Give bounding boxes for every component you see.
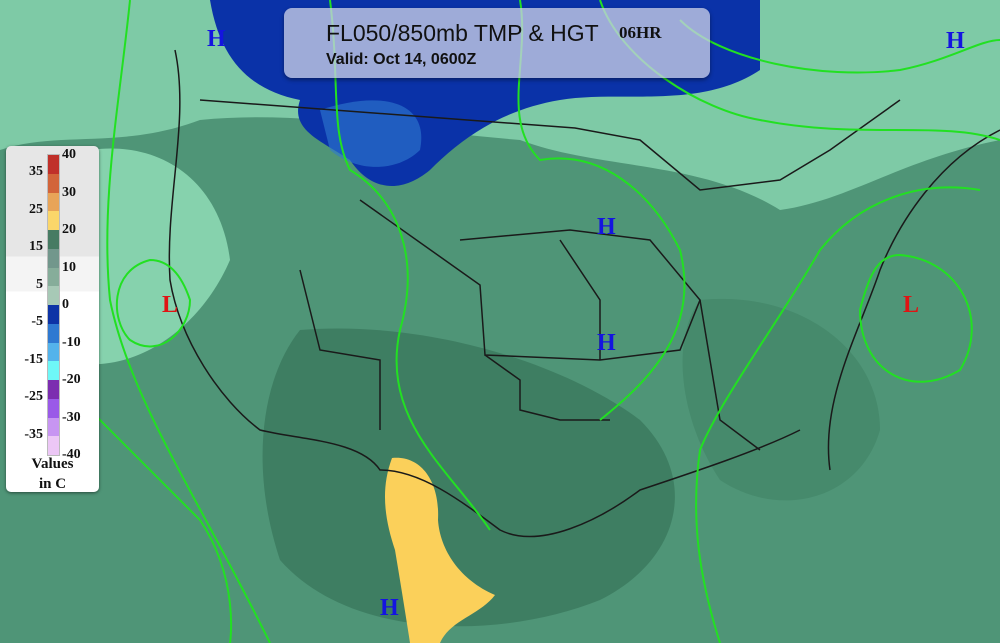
legend-swatch [48, 342, 59, 362]
legend-tick-label: 0 [62, 297, 69, 312]
legend-tick-label: 5 [36, 276, 43, 292]
legend-swatch [48, 323, 59, 343]
legend-tick-label: -15 [24, 351, 43, 367]
legend-tick-label: -5 [31, 314, 43, 329]
hot-region [384, 457, 495, 643]
legend-tick-label: 10 [62, 259, 76, 275]
warm-region [262, 328, 675, 627]
legend-swatch [48, 192, 59, 212]
legend-swatch [48, 305, 59, 324]
legend-swatch [48, 436, 59, 455]
legend-swatch [48, 417, 59, 437]
legend-tick-label: 20 [62, 222, 76, 237]
legend-units: Values in C [31, 456, 74, 492]
high-pressure-marker: H [207, 26, 226, 52]
legend-tick-label: -20 [62, 372, 81, 387]
valid-time: Valid: Oct 14, 0600Z [326, 51, 477, 68]
legend-swatch [48, 380, 59, 399]
legend-tick-label: 35 [29, 164, 43, 179]
legend-swatch [48, 361, 59, 380]
legend-tick-label: 25 [29, 201, 43, 217]
warm-region-se [682, 298, 880, 501]
forecast-hour: 06HR [619, 23, 662, 42]
legend-tick-label: -40 [62, 447, 81, 462]
legend-swatch [48, 267, 59, 287]
legend-swatch [48, 286, 59, 305]
map-title: FL050/850mb TMP & HGT [326, 20, 599, 46]
borders [168, 49, 1000, 538]
legend-swatch [48, 248, 59, 268]
high-pressure-marker: H [380, 595, 399, 621]
title-panel: FL050/850mb TMP & HGT 06HR Valid: Oct 14… [284, 8, 710, 78]
legend-swatch [48, 230, 59, 249]
legend-tick-label: 30 [62, 184, 76, 200]
high-pressure-marker: H [597, 214, 616, 240]
legend-swatch [48, 211, 59, 230]
legend-swatch [48, 173, 59, 193]
legend-tick-label: -25 [24, 389, 43, 404]
legend-tick-label: -35 [24, 426, 43, 442]
legend-tick-label: -10 [62, 334, 81, 350]
legend-swatch [48, 398, 59, 418]
legend-tick-label: -30 [62, 409, 81, 425]
low-pressure-marker: L [903, 292, 920, 318]
low-pressure-marker: L [162, 292, 179, 318]
legend-swatch [48, 155, 59, 174]
color-bar [47, 154, 60, 456]
color-legend: 40 30 20 10 0 -10 -20 -30 -40 35 25 15 5 -5 -15 -25 -35 … [6, 146, 99, 492]
high-pressure-marker: H [946, 28, 965, 54]
legend-tick-label: 40 [62, 147, 76, 162]
cold-region-light [320, 100, 422, 167]
high-pressure-marker: H [597, 330, 616, 356]
legend-tick-label: 15 [29, 239, 43, 254]
